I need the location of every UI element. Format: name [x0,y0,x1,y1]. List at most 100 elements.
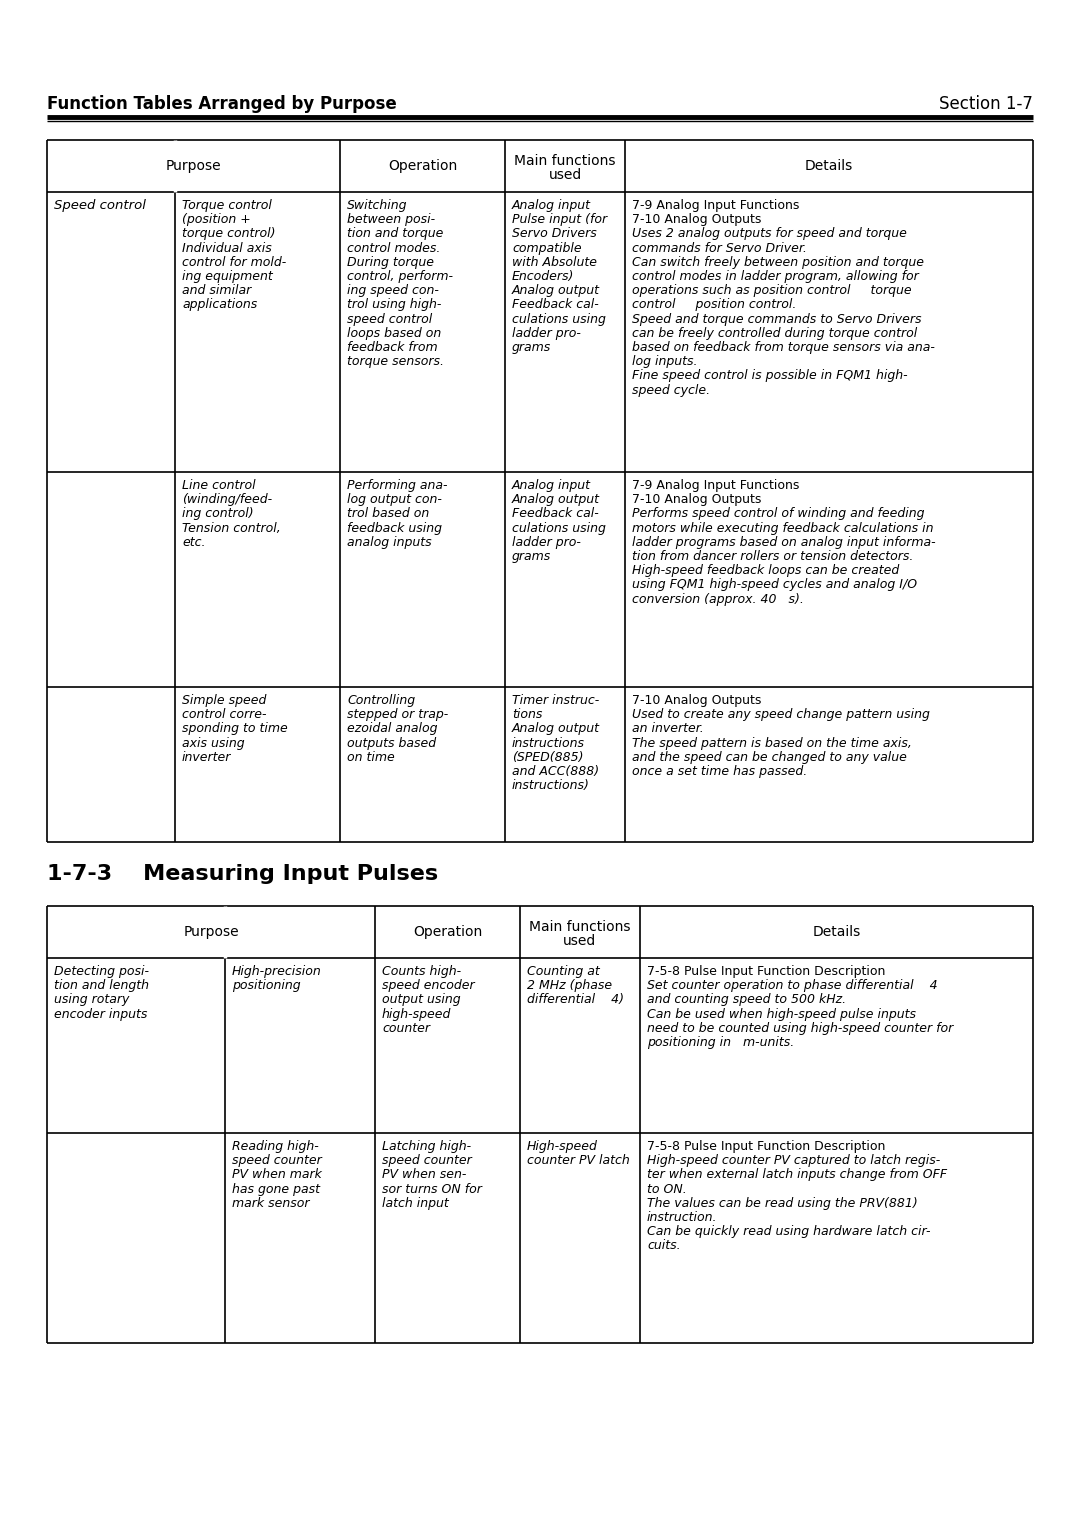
Text: used: used [549,168,582,182]
Text: Can be used when high-speed pulse inputs: Can be used when high-speed pulse inputs [647,1007,916,1021]
Text: trol using high-: trol using high- [347,298,442,312]
Text: (winding/feed-: (winding/feed- [183,494,272,506]
Text: and the speed can be changed to any value: and the speed can be changed to any valu… [632,750,907,764]
Text: grams: grams [512,550,551,562]
Text: using rotary: using rotary [54,993,130,1007]
Text: control corre-: control corre- [183,707,267,721]
Text: Switching: Switching [347,199,407,212]
Text: Individual axis: Individual axis [183,241,272,255]
Text: Detecting posi-: Detecting posi- [54,966,149,978]
Text: Analog output: Analog output [512,494,600,506]
Text: counter: counter [382,1022,430,1034]
Text: High-speed counter PV captured to latch regis-: High-speed counter PV captured to latch … [647,1154,941,1167]
Text: High-precision: High-precision [232,966,322,978]
Text: loops based on: loops based on [347,327,442,339]
Text: positioning in   m-units.: positioning in m-units. [647,1036,794,1050]
Text: Counts high-: Counts high- [382,966,461,978]
Text: During torque: During torque [347,255,434,269]
Text: Fine speed control is possible in FQM1 high-: Fine speed control is possible in FQM1 h… [632,370,907,382]
Text: 7-9 Analog Input Functions: 7-9 Analog Input Functions [632,199,799,212]
Text: Operation: Operation [413,924,482,940]
Text: The speed pattern is based on the time axis,: The speed pattern is based on the time a… [632,736,912,750]
Text: Purpose: Purpose [184,924,239,940]
Text: has gone past: has gone past [232,1183,320,1195]
Text: Reading high-: Reading high- [232,1140,319,1154]
Text: sor turns ON for: sor turns ON for [382,1183,482,1195]
Text: Analog input: Analog input [512,478,591,492]
Text: Section 1-7: Section 1-7 [940,95,1032,113]
Text: ezoidal analog: ezoidal analog [347,723,437,735]
Text: Counting at: Counting at [527,966,599,978]
Text: (position +: (position + [183,214,251,226]
Text: Encoders): Encoders) [512,270,575,283]
Text: ladder pro-: ladder pro- [512,327,581,339]
Text: Purpose: Purpose [165,159,221,173]
Text: instruction.: instruction. [647,1212,717,1224]
Text: Details: Details [805,159,853,173]
Text: control modes in ladder program, allowing for: control modes in ladder program, allowin… [632,270,919,283]
Text: an inverter.: an inverter. [632,723,704,735]
Text: encoder inputs: encoder inputs [54,1007,147,1021]
Text: culations using: culations using [512,313,606,325]
Text: to ON.: to ON. [647,1183,687,1195]
Text: 7-10 Analog Outputs: 7-10 Analog Outputs [632,694,761,707]
Text: axis using: axis using [183,736,245,750]
Text: and similar: and similar [183,284,252,298]
Text: Torque control: Torque control [183,199,272,212]
Text: control for mold-: control for mold- [183,255,286,269]
Text: ter when external latch inputs change from OFF: ter when external latch inputs change fr… [647,1169,947,1181]
Text: 7-10 Analog Outputs: 7-10 Analog Outputs [632,494,761,506]
Text: Simple speed: Simple speed [183,694,267,707]
Text: PV when sen-: PV when sen- [382,1169,467,1181]
Text: Can switch freely between position and torque: Can switch freely between position and t… [632,255,924,269]
Text: tion and length: tion and length [54,979,149,992]
Text: speed control: speed control [347,313,432,325]
Text: once a set time has passed.: once a set time has passed. [632,766,807,778]
Text: tions: tions [512,707,542,721]
Text: Latching high-: Latching high- [382,1140,471,1154]
Text: tion and torque: tion and torque [347,228,444,240]
Text: need to be counted using high-speed counter for: need to be counted using high-speed coun… [647,1022,954,1034]
Text: Operation: Operation [388,159,457,173]
Text: speed cycle.: speed cycle. [632,384,711,397]
Text: (SPED(885): (SPED(885) [512,750,583,764]
Text: 1-7-3    Measuring Input Pulses: 1-7-3 Measuring Input Pulses [48,863,438,885]
Text: Pulse input (for: Pulse input (for [512,214,607,226]
Text: based on feedback from torque sensors via ana-: based on feedback from torque sensors vi… [632,341,935,354]
Text: speed counter: speed counter [232,1154,322,1167]
Text: with Absolute: with Absolute [512,255,597,269]
Text: grams: grams [512,341,551,354]
Text: ing equipment: ing equipment [183,270,273,283]
Text: trol based on: trol based on [347,507,429,521]
Text: torque sensors.: torque sensors. [347,354,444,368]
Text: ladder programs based on analog input informa-: ladder programs based on analog input in… [632,536,935,549]
Text: between posi-: between posi- [347,214,435,226]
Text: and counting speed to 500 kHz.: and counting speed to 500 kHz. [647,993,846,1007]
Text: etc.: etc. [183,536,205,549]
Text: Timer instruc-: Timer instruc- [512,694,599,707]
Text: stepped or trap-: stepped or trap- [347,707,448,721]
Text: ing control): ing control) [183,507,254,521]
Text: can be freely controlled during torque control: can be freely controlled during torque c… [632,327,917,339]
Text: Analog input: Analog input [512,199,591,212]
Text: Main functions: Main functions [529,920,631,934]
Text: Controlling: Controlling [347,694,415,707]
Text: and ACC(888): and ACC(888) [512,766,599,778]
Text: 7-10 Analog Outputs: 7-10 Analog Outputs [632,214,761,226]
Text: Analog output: Analog output [512,284,600,298]
Text: Speed control: Speed control [54,199,146,212]
Text: Can be quickly read using hardware latch cir-: Can be quickly read using hardware latch… [647,1225,931,1238]
Text: high-speed: high-speed [382,1007,451,1021]
Text: Line control: Line control [183,478,256,492]
Text: motors while executing feedback calculations in: motors while executing feedback calculat… [632,521,933,535]
Text: ladder pro-: ladder pro- [512,536,581,549]
Text: Feedback cal-: Feedback cal- [512,507,598,521]
Text: control     position control.: control position control. [632,298,796,312]
Text: The values can be read using the PRV(881): The values can be read using the PRV(881… [647,1196,918,1210]
Text: Details: Details [812,924,861,940]
Text: compatible: compatible [512,241,582,255]
Text: Main functions: Main functions [514,154,616,168]
Text: Tension control,: Tension control, [183,521,281,535]
Text: instructions: instructions [512,736,585,750]
Text: 7-5-8 Pulse Input Function Description: 7-5-8 Pulse Input Function Description [647,1140,886,1154]
